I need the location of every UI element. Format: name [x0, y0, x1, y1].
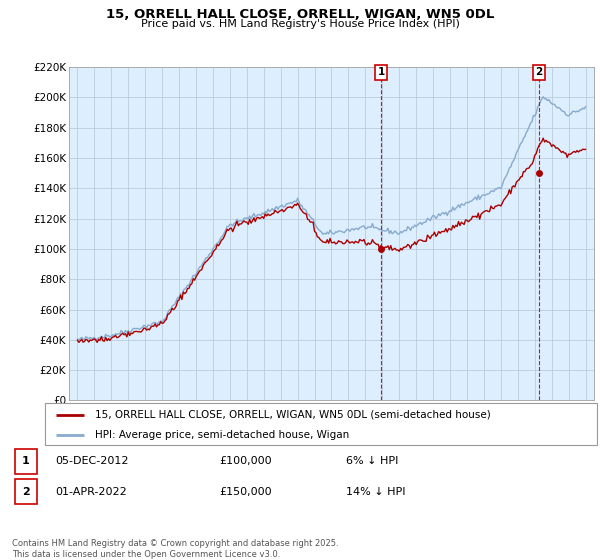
Text: 1: 1	[377, 67, 385, 77]
Text: 15, ORRELL HALL CLOSE, ORRELL, WIGAN, WN5 0DL: 15, ORRELL HALL CLOSE, ORRELL, WIGAN, WN…	[106, 8, 494, 21]
Text: 14% ↓ HPI: 14% ↓ HPI	[346, 487, 406, 497]
Text: Price paid vs. HM Land Registry's House Price Index (HPI): Price paid vs. HM Land Registry's House …	[140, 19, 460, 29]
Bar	[15, 449, 37, 474]
Text: 01-APR-2022: 01-APR-2022	[55, 487, 127, 497]
Text: 6% ↓ HPI: 6% ↓ HPI	[346, 456, 398, 466]
Text: 2: 2	[535, 67, 542, 77]
Text: 15, ORRELL HALL CLOSE, ORRELL, WIGAN, WN5 0DL (semi-detached house): 15, ORRELL HALL CLOSE, ORRELL, WIGAN, WN…	[95, 410, 490, 420]
Text: £100,000: £100,000	[220, 456, 272, 466]
Bar	[15, 479, 37, 505]
Text: 05-DEC-2012: 05-DEC-2012	[55, 456, 128, 466]
Text: 1: 1	[22, 456, 29, 466]
Text: Contains HM Land Registry data © Crown copyright and database right 2025.
This d: Contains HM Land Registry data © Crown c…	[12, 539, 338, 559]
Text: HPI: Average price, semi-detached house, Wigan: HPI: Average price, semi-detached house,…	[95, 430, 349, 440]
Text: £150,000: £150,000	[220, 487, 272, 497]
Text: 2: 2	[22, 487, 29, 497]
